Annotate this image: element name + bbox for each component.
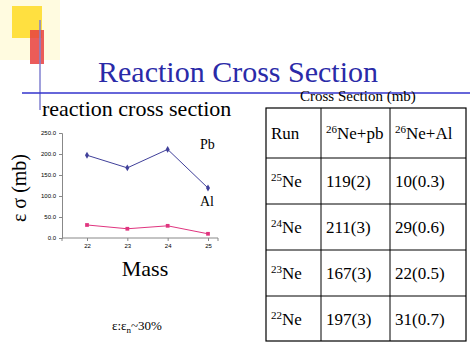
series-marker (166, 146, 170, 153)
series-marker (125, 164, 129, 171)
y-tick-label: 0.0 (48, 235, 57, 241)
slide: Reaction Cross Section reaction cross sec… (0, 0, 474, 355)
cell-sup: 26 (326, 123, 338, 135)
y-tick: 0.0 (48, 235, 62, 241)
table-cell: 211(3) (326, 218, 371, 237)
y-tick: 50.0 (44, 214, 62, 220)
marks (85, 146, 210, 236)
series-marker (166, 224, 170, 228)
y-tick-label: 100.0 (41, 193, 57, 199)
y-tick-label: 200.0 (41, 151, 57, 157)
table-cell: 31(0.7) (395, 310, 445, 329)
y-tick-label: 150.0 (41, 172, 57, 178)
y-axis-line (59, 134, 63, 239)
x-tick: 22 (84, 238, 91, 249)
table-rule (266, 296, 466, 297)
cell-sup: 22 (271, 309, 282, 321)
series-marker (206, 185, 210, 192)
cell-sup: 23 (271, 263, 283, 275)
series-label: Al (200, 194, 214, 209)
y-tick-mark (59, 196, 62, 197)
cell-text: Ne (282, 264, 302, 283)
x-axis: 22 23 24 25 (62, 238, 218, 249)
table-cell: 29(0.6) (395, 218, 445, 237)
slide-title: Reaction Cross Section (98, 55, 378, 88)
series-marker (85, 152, 89, 159)
series-line (87, 225, 208, 234)
table-cell: 23Ne (271, 263, 302, 283)
table-cell: 167(3) (326, 264, 371, 283)
y-tick-mark (59, 154, 62, 155)
table-frame (266, 108, 466, 341)
table-cell: 22Ne (271, 309, 302, 329)
vertical-rule (39, 20, 41, 110)
x-tick-label: 24 (165, 243, 172, 249)
series-marker (206, 232, 210, 236)
cell-sup: 24 (271, 217, 283, 229)
table-rule (266, 250, 466, 251)
x-axis-title: Mass (122, 256, 168, 281)
x-tick: 23 (124, 238, 131, 249)
y-tick-mark (59, 175, 62, 176)
chart-title: reaction cross section (42, 96, 231, 121)
red-square (30, 30, 44, 64)
cell-sup: 25 (271, 171, 283, 183)
x-tick-mark (208, 238, 209, 241)
series-line (87, 149, 208, 188)
cell-text: Ne (282, 310, 302, 329)
table-cell: 10(0.3) (395, 172, 445, 191)
x-tick-mark (87, 238, 88, 241)
note-part: ε:ε (112, 318, 127, 333)
table-header: 26Ne+pb (326, 123, 383, 143)
cell-text: Ne (282, 218, 302, 237)
series-marker (85, 223, 89, 227)
table-cell: 119(2) (326, 172, 371, 191)
y-tick: 150.0 (41, 172, 62, 178)
table-caption: Cross Section (mb) (300, 88, 416, 105)
y-tick-mark (59, 133, 62, 134)
y-axis: 0.0 50.0 100.0 150.0 200.0 250.0 (41, 130, 63, 241)
table-header: Run (271, 124, 300, 143)
x-tick-mark (168, 238, 169, 241)
table-header: 26Ne+Al (395, 123, 453, 143)
x-tick-label: 23 (124, 243, 131, 249)
y-tick: 200.0 (41, 151, 62, 157)
x-tick-mark (127, 238, 128, 241)
x-tick: 25 (205, 238, 212, 249)
decoration (0, 0, 470, 110)
series-marker (125, 227, 129, 231)
table-rule (390, 108, 391, 341)
table-cell: 25Ne (271, 171, 302, 191)
y-tick: 100.0 (41, 193, 62, 199)
y-tick-label: 250.0 (41, 130, 57, 136)
cell-text: Ne+pb (337, 124, 383, 143)
x-tick-label: 22 (84, 243, 91, 249)
table-rule (266, 158, 466, 159)
cell-text: Ne (282, 172, 302, 191)
cell-text: Ne+Al (406, 124, 453, 143)
y-axis-title: ε σ (mb) (8, 154, 31, 222)
table-cell: 24Ne (271, 217, 302, 237)
y-tick: 250.0 (41, 130, 62, 136)
x-axis-line (62, 238, 218, 241)
series-label: Pb (200, 137, 215, 152)
table-rule (266, 204, 466, 205)
table-cell: 197(3) (326, 310, 371, 329)
y-tick-label: 50.0 (44, 214, 56, 220)
y-tick-mark (59, 217, 62, 218)
x-tick-label: 25 (205, 243, 212, 249)
x-tick: 24 (165, 238, 172, 249)
note-part: ~30% (131, 318, 162, 333)
cell-sup: 26 (395, 123, 407, 135)
table-rule (321, 108, 322, 341)
table-cell: 22(0.5) (395, 264, 445, 283)
table: Run26Ne+pb26Ne+Al25Ne119(2)10(0.3)24Ne21… (266, 108, 466, 341)
note: ε:εn~30% (112, 318, 162, 335)
